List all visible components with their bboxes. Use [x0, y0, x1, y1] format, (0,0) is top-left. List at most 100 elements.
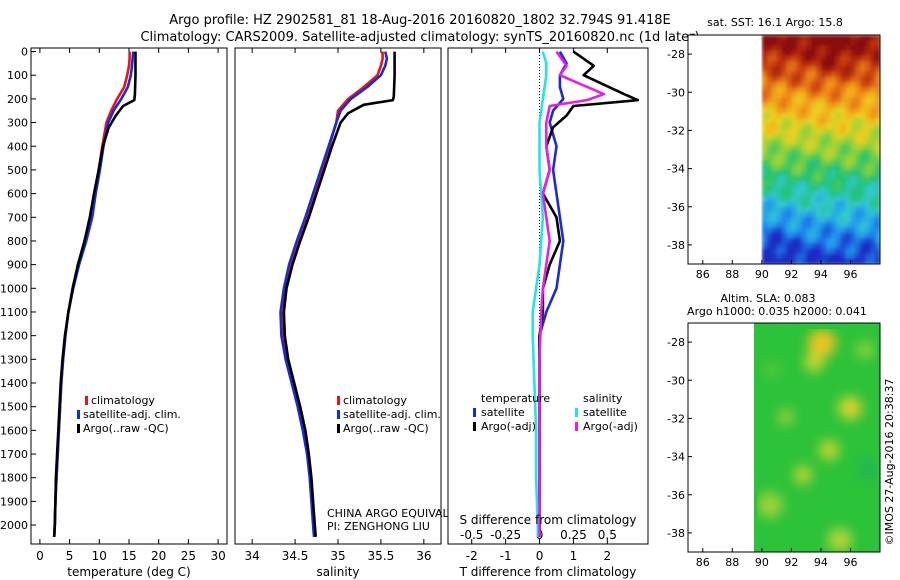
sst-cell	[791, 206, 797, 213]
y-tick-label: 500	[7, 164, 28, 177]
sst-cell	[835, 175, 842, 182]
sst-cell	[781, 66, 788, 73]
sst-cell	[840, 237, 847, 244]
sst-cell	[875, 55, 880, 62]
sst-cell	[816, 35, 822, 41]
sst-cell	[875, 227, 880, 234]
sst-cell	[825, 107, 832, 114]
sst-cell	[870, 185, 876, 192]
y-tick-label: 1200	[0, 330, 28, 343]
sst-cell	[806, 123, 812, 130]
sst-cell	[855, 128, 861, 135]
sst-cell	[766, 191, 773, 197]
legend-label-sal-satellite: satellite	[583, 406, 627, 419]
sst-cell	[786, 217, 792, 223]
sst-cell	[806, 139, 812, 145]
sst-cell	[801, 227, 807, 234]
sst-cell	[816, 50, 822, 57]
sst-cell	[825, 180, 832, 187]
sst-cell	[771, 128, 778, 135]
sst-cell	[776, 40, 783, 46]
sst-cell	[835, 113, 842, 119]
sst-cell	[850, 61, 856, 67]
sst-cell	[796, 50, 802, 57]
sst-cell	[766, 165, 773, 171]
y-tick-label: 1600	[0, 424, 28, 437]
sst-cell	[875, 144, 880, 151]
sst-cell	[781, 253, 788, 260]
y-tick-label: 2000	[0, 519, 28, 532]
sst-cell	[870, 107, 876, 114]
sst-cell	[791, 180, 797, 187]
sst-cell	[860, 217, 866, 223]
sst-cell	[830, 248, 837, 255]
sst-cell	[791, 71, 797, 78]
legend-swatch-satellite-adj	[337, 410, 340, 419]
sst-cell	[791, 232, 797, 239]
sst-cell	[806, 201, 812, 208]
sst-cell	[791, 123, 797, 130]
sst-cell	[855, 211, 861, 218]
sst-cell	[771, 232, 778, 239]
sst-cell	[766, 149, 773, 156]
sst-cell	[816, 248, 822, 255]
sst-cell	[796, 139, 802, 145]
sst-cell	[825, 113, 832, 119]
sst-cell	[811, 45, 817, 52]
sst-cell	[791, 66, 797, 73]
sst-cell	[801, 191, 807, 197]
sst-cell	[801, 170, 807, 177]
sst-cell	[801, 123, 807, 130]
sst-cell	[761, 66, 768, 73]
sst-cell	[771, 55, 778, 62]
legend-label-satellite-adj: satellite-adj. clim.	[83, 408, 181, 421]
sst-cell	[806, 55, 812, 62]
sst-cell	[820, 92, 827, 99]
sst-cell	[811, 154, 817, 161]
sst-cell	[811, 243, 817, 249]
sst-cell	[850, 211, 856, 218]
sst-cell	[761, 144, 768, 151]
sst-cell	[855, 165, 861, 171]
sst-cell	[825, 237, 832, 244]
sst-cell	[776, 196, 783, 203]
sst-cell	[816, 144, 822, 151]
sst-cell	[781, 206, 788, 213]
sst-cell	[781, 243, 788, 249]
sst-cell	[870, 113, 876, 119]
sst-cell	[806, 243, 812, 249]
sst-cell	[850, 113, 856, 119]
sst-cell	[771, 97, 778, 104]
sst-cell	[835, 107, 842, 114]
sst-cell	[850, 123, 856, 130]
sst-cell	[855, 196, 861, 203]
sst-cell	[820, 81, 827, 88]
sst-cell	[835, 92, 842, 99]
sst-cell	[855, 170, 861, 177]
sst-cell	[766, 196, 773, 203]
sst-cell	[806, 165, 812, 171]
sst-cell	[766, 76, 773, 83]
sst-cell	[820, 45, 827, 52]
sst-cell	[771, 50, 778, 57]
legend-label-argo: Argo(..raw -QC)	[343, 422, 429, 435]
sst-cell	[781, 61, 788, 67]
sst-cell	[776, 66, 783, 73]
sst-cell	[875, 50, 880, 57]
sst-cell	[820, 123, 827, 130]
sst-cell	[850, 55, 856, 62]
sst-cell	[865, 87, 871, 93]
sst-cell	[761, 258, 768, 264]
sst-cell	[801, 206, 807, 213]
sst-cell	[761, 55, 768, 62]
x-tick-label: 2	[604, 549, 612, 563]
sst-cell	[801, 128, 807, 135]
sst-cell	[840, 185, 847, 192]
sst-cell	[870, 61, 876, 67]
sst-cell	[771, 191, 778, 197]
y-tick-label: 200	[7, 93, 28, 106]
sst-cell	[850, 40, 856, 46]
sst-cell	[766, 175, 773, 182]
sst-cell	[786, 180, 792, 187]
sst-cell	[786, 35, 792, 41]
